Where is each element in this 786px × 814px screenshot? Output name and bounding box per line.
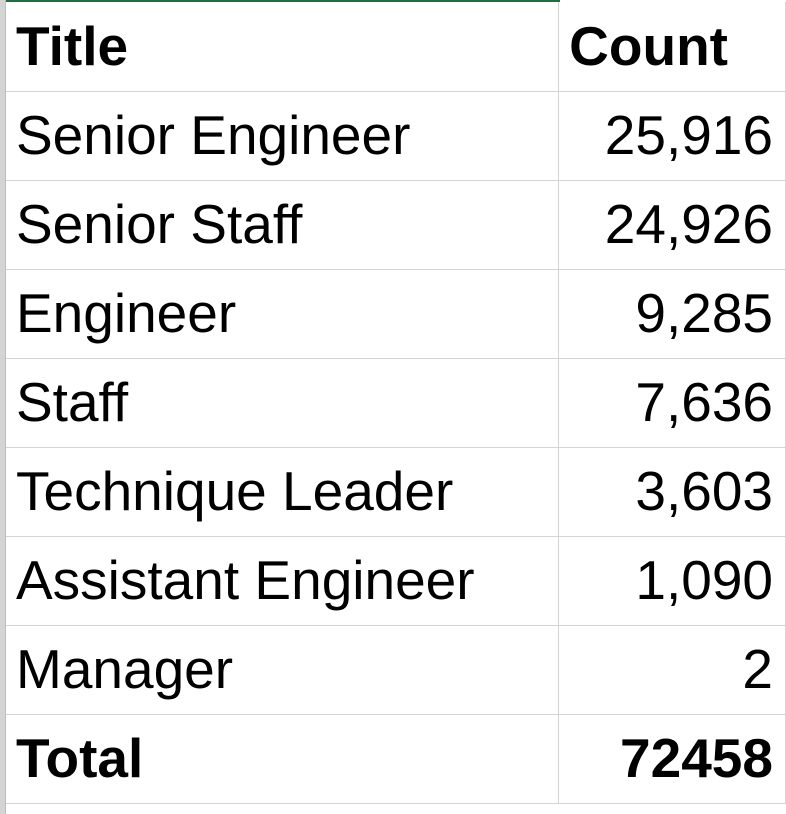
cell-title[interactable]: Manager [6,625,560,715]
selection-top-border [0,0,560,2]
table-row: Technique Leader 3,603 [6,447,786,537]
table-row: Senior Engineer 25,916 [6,91,786,181]
cell-count[interactable]: 25,916 [558,91,786,181]
row-header-edge [0,0,6,814]
cell-title[interactable]: Assistant Engineer [6,536,560,626]
header-cell-title[interactable]: Title [6,2,560,92]
table-row: Engineer 9,285 [6,269,786,359]
total-row: Total 72458 [6,714,786,804]
cell-count[interactable]: 24,926 [558,180,786,270]
cell-count[interactable]: 9,285 [558,269,786,359]
cell-title[interactable]: Staff [6,358,560,448]
cell-title[interactable]: Engineer [6,269,560,359]
cell-count[interactable]: 2 [558,625,786,715]
table-row: Manager 2 [6,625,786,715]
title-count-table: Title Count Senior Engineer 25,916 Senio… [6,2,786,804]
cell-title[interactable]: Technique Leader [6,447,560,537]
cell-title[interactable]: Senior Engineer [6,91,560,181]
table-row: Assistant Engineer 1,090 [6,536,786,626]
header-cell-count[interactable]: Count [558,2,786,92]
cell-count[interactable]: 7,636 [558,358,786,448]
cell-title[interactable]: Senior Staff [6,180,560,270]
table-row: Senior Staff 24,926 [6,180,786,270]
cell-count[interactable]: 3,603 [558,447,786,537]
total-value-cell[interactable]: 72458 [558,714,786,804]
total-label-cell[interactable]: Total [6,714,560,804]
table-row: Staff 7,636 [6,358,786,448]
header-row: Title Count [6,2,786,92]
cell-count[interactable]: 1,090 [558,536,786,626]
